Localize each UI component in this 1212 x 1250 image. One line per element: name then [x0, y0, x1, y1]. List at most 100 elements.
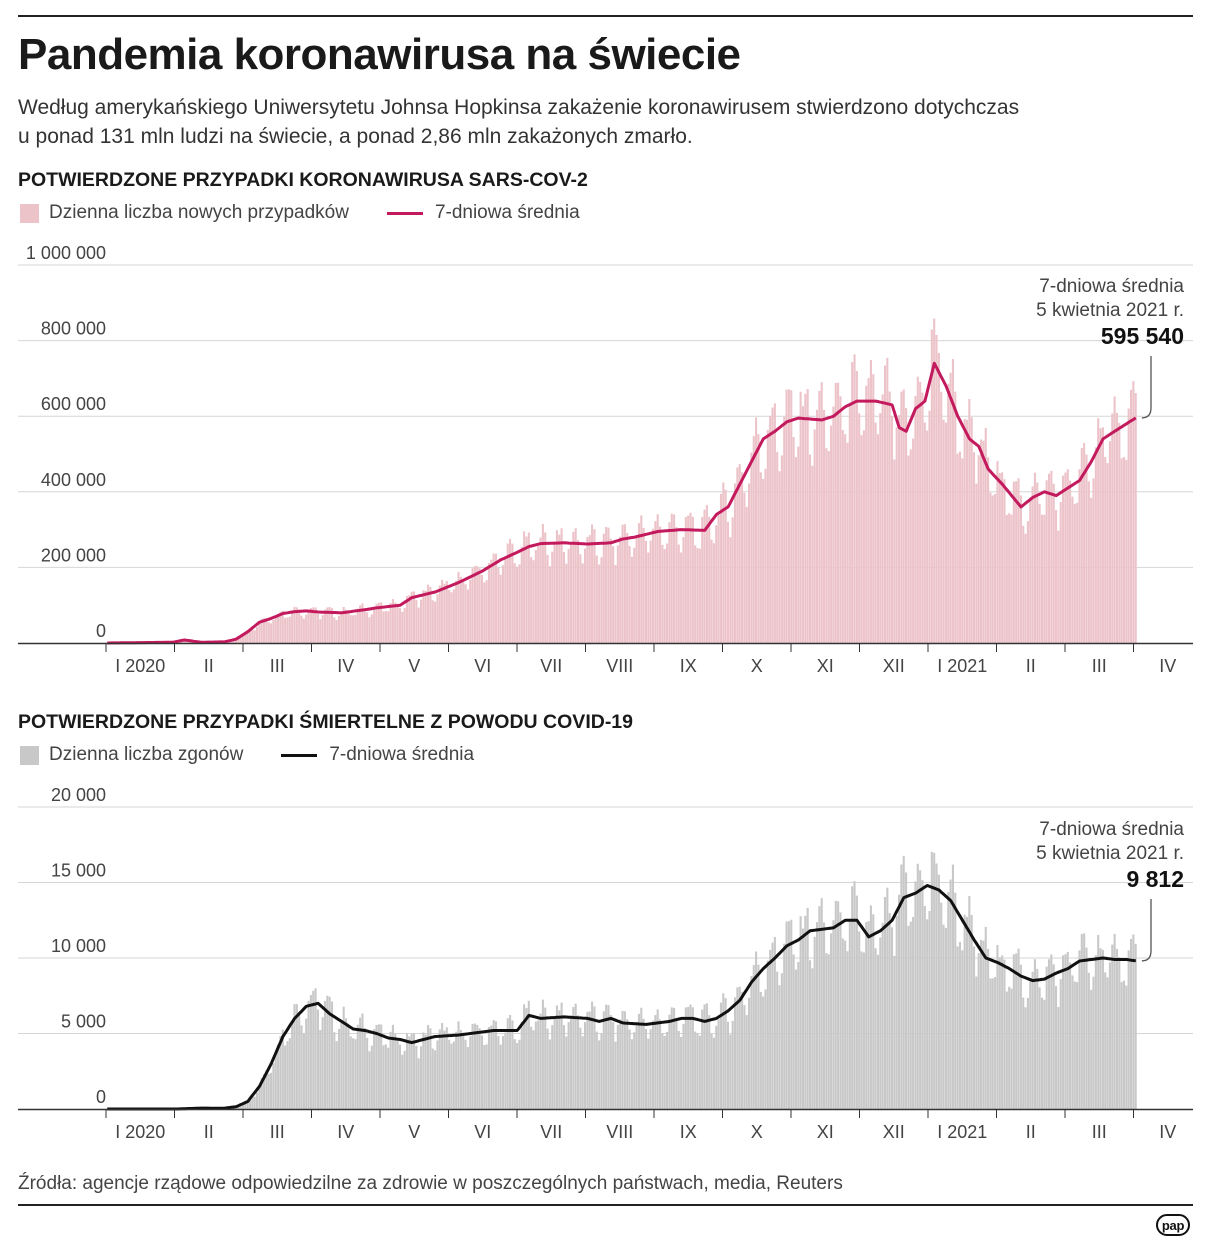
deaths-daily-bar	[949, 879, 952, 1109]
deaths-daily-bar	[909, 921, 912, 1109]
cases-daily-bar	[323, 609, 327, 643]
deaths-daily-bar	[705, 1003, 708, 1109]
cases-daily-bar	[975, 483, 978, 643]
cases-daily-bar	[731, 517, 734, 643]
deaths-daily-bar	[340, 1020, 343, 1109]
cases-daily-bar	[848, 404, 851, 643]
cases-daily-bar	[492, 553, 495, 643]
deaths-daily-bar	[787, 921, 790, 1109]
cases-daily-bar	[523, 531, 526, 643]
cases-daily-bar	[241, 634, 244, 643]
deaths-daily-bar	[619, 1019, 622, 1109]
cases-daily-bar	[825, 448, 828, 643]
cases-daily-bar	[1057, 530, 1060, 643]
cases-daily-bar	[605, 526, 608, 643]
deaths-daily-bar	[307, 1000, 310, 1109]
cases-daily-bar	[1115, 412, 1119, 643]
cases-daily-bar	[987, 457, 990, 643]
cases-month-label: VIII	[606, 656, 633, 675]
deaths-daily-bar	[445, 1027, 448, 1109]
deaths-daily-bar	[595, 1031, 598, 1109]
cases-daily-bar	[368, 617, 371, 643]
cases-daily-bar	[513, 563, 516, 643]
deaths-daily-bar	[762, 996, 765, 1109]
deaths-daily-bar	[846, 951, 849, 1109]
cases-daily-bar	[328, 607, 331, 643]
cases-daily-bar	[302, 618, 305, 643]
deaths-daily-bar	[989, 978, 992, 1109]
cases-daily-bar	[581, 563, 584, 643]
cases-daily-bar	[654, 521, 657, 643]
deaths-daily-bar	[1031, 971, 1034, 1109]
cases-daily-bar	[748, 483, 751, 643]
cases-daily-bar	[668, 522, 671, 643]
cases-daily-bar	[935, 334, 938, 643]
cases-daily-bar	[361, 603, 364, 643]
deaths-daily-bar	[403, 1050, 406, 1109]
cases-annotation-leader	[1141, 356, 1152, 419]
cases-daily-bar	[658, 526, 662, 643]
source-note: Źródła: agencje rządowe odpowiedzilne za…	[18, 1173, 843, 1194]
deaths-month-label: XI	[817, 1122, 834, 1142]
cases-daily-bar	[834, 382, 837, 643]
cases-daily-bar	[579, 554, 582, 643]
deaths-daily-bar	[879, 937, 882, 1109]
deaths-daily-bar	[1047, 959, 1051, 1109]
cases-daily-bar	[1073, 503, 1076, 643]
deaths-daily-bar	[1118, 956, 1121, 1109]
cases-daily-bar	[776, 451, 779, 643]
deaths-daily-bar	[783, 943, 786, 1109]
cases-daily-bar	[633, 547, 636, 643]
cases-daily-bar	[380, 602, 383, 643]
deaths-daily-bar	[633, 1032, 636, 1109]
cases-daily-bar	[422, 590, 425, 643]
deaths-daily-bar	[258, 1086, 261, 1109]
cases-daily-bar	[687, 515, 690, 643]
deaths-daily-bar	[710, 1033, 713, 1109]
cases-daily-bar	[506, 543, 509, 643]
deaths-daily-bar	[942, 924, 945, 1109]
cases-daily-bar	[546, 554, 549, 643]
deaths-daily-bar	[1019, 964, 1022, 1109]
cases-daily-bar	[928, 410, 931, 643]
deaths-daily-bar	[312, 990, 315, 1109]
cases-daily-bar	[996, 461, 999, 643]
deaths-daily-bar	[804, 915, 807, 1109]
cases-daily-bar	[855, 371, 858, 643]
deaths-daily-bar	[1012, 954, 1015, 1109]
cases-month-label: IV	[337, 656, 354, 675]
cases-daily-bar	[448, 589, 451, 643]
deaths-daily-bar	[647, 1038, 650, 1109]
cases-daily-bar	[352, 615, 355, 643]
cases-daily-bar	[1047, 473, 1051, 643]
deaths-daily-bar	[750, 975, 753, 1109]
deaths-daily-bar	[947, 892, 950, 1109]
deaths-daily-bar	[832, 920, 835, 1109]
cases-daily-bar	[900, 391, 903, 643]
deaths-daily-bar	[806, 907, 809, 1109]
cases-daily-bar	[544, 532, 547, 643]
deaths-daily-bar	[337, 1028, 341, 1109]
cases-section-title: POTWIERDZONE PRZYPADKI KORONAWIRUSA SARS…	[18, 169, 588, 191]
deaths-daily-bar	[534, 1021, 537, 1109]
deaths-daily-bar	[1066, 951, 1069, 1109]
deaths-daily-bar	[1113, 933, 1116, 1109]
cases-daily-bar	[281, 610, 284, 643]
deaths-daily-bar	[532, 1030, 535, 1109]
deaths-daily-bar	[1043, 999, 1046, 1109]
deaths-daily-bar	[839, 912, 842, 1109]
deaths-daily-bar	[860, 951, 863, 1109]
deaths-daily-bar	[260, 1078, 263, 1109]
cases-daily-bar	[424, 590, 427, 643]
deaths-daily-bar	[1108, 962, 1111, 1109]
deaths-daily-bar	[719, 1002, 723, 1109]
cases-daily-bar	[926, 430, 929, 643]
deaths-daily-bar	[504, 1032, 507, 1109]
cases-daily-bar	[944, 422, 947, 643]
deaths-month-label: I 2021	[937, 1122, 987, 1142]
deaths-daily-bar	[509, 1014, 512, 1109]
cases-daily-bar	[434, 601, 437, 643]
cases-daily-bar	[312, 607, 315, 643]
deaths-daily-bar	[328, 996, 331, 1109]
cases-daily-bar	[642, 527, 645, 643]
